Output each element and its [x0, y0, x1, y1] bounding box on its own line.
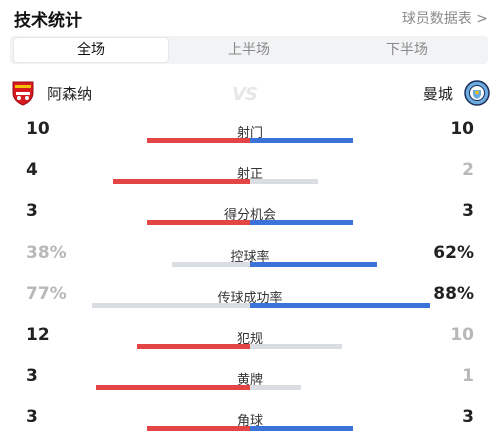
away-team-name: 曼城 [422, 85, 453, 103]
stats-header: 技术统计 球员数据表 > [0, 0, 500, 32]
stat-label: 射正 [236, 167, 263, 183]
stat-label: 传球成功率 [217, 290, 283, 306]
home-stat-bar [147, 220, 250, 226]
arsenal-badge-icon [10, 80, 36, 106]
teams-row: 阿森纳 VS 曼城 [0, 76, 500, 112]
stat-label: 射门 [236, 126, 263, 141]
home-stat-value: 3 [26, 201, 38, 222]
home-stat-value: 4 [26, 160, 38, 181]
stat-label: 犯规 [236, 332, 263, 347]
away-stat-bar [250, 261, 377, 267]
home-team[interactable]: 阿森纳 [10, 80, 92, 108]
away-stat-value: 2 [462, 160, 474, 181]
away-team[interactable]: 曼城 [423, 80, 490, 108]
home-stat-bar [172, 261, 250, 267]
home-stat-value: 38% [26, 242, 67, 263]
stat-row: 77% 传球成功率 88% [0, 283, 500, 323]
player-stats-link[interactable]: 球员数据表 > [401, 11, 488, 27]
home-stat-value: 3 [26, 366, 38, 387]
stat-row: 3 得分机会 3 [0, 200, 500, 240]
stat-label: 控球率 [230, 249, 270, 265]
stat-label: 得分机会 [223, 208, 276, 224]
stat-label: 角球 [236, 414, 263, 430]
home-stat-value: 77% [26, 283, 67, 304]
tab-full-match[interactable]: 全场 [14, 38, 168, 62]
home-stat-bar [147, 426, 250, 432]
away-stat-value: 62% [433, 242, 474, 263]
away-stat-value: 10 [450, 119, 474, 139]
home-team-name: 阿森纳 [47, 85, 93, 103]
page-title: 技术统计 [14, 11, 82, 31]
home-stat-bar [147, 138, 250, 143]
stat-row: 38% 控球率 62% [0, 242, 500, 282]
vs-mark: VS [232, 84, 258, 105]
away-stat-bar [250, 138, 353, 143]
stat-row: 3 黄牌 1 [0, 365, 500, 405]
period-tabs: 全场 上半场 下半场 [10, 36, 488, 64]
home-stat-bar [96, 385, 250, 391]
stat-row: 10 射门 10 [0, 118, 500, 158]
away-stat-value: 10 [450, 325, 474, 345]
home-stat-bar [137, 344, 250, 349]
tab-first-half[interactable]: 上半场 [228, 42, 270, 58]
home-stat-value: 3 [26, 407, 38, 428]
away-stat-value: 3 [462, 201, 474, 222]
tab-second-half[interactable]: 下半场 [386, 42, 428, 58]
away-stat-bar [250, 385, 301, 391]
away-stat-value: 3 [462, 407, 474, 428]
man-city-badge-icon [464, 80, 490, 106]
away-stat-bar [250, 344, 342, 349]
away-stat-bar [250, 426, 353, 432]
away-stat-bar [250, 220, 353, 226]
away-stat-value: 1 [462, 366, 474, 387]
home-stat-bar [92, 302, 250, 308]
stat-row: 4 射正 2 [0, 159, 500, 199]
away-stat-bar [250, 302, 430, 308]
stat-row: 12 犯规 10 [0, 324, 500, 364]
stat-row: 3 角球 3 [0, 406, 500, 446]
away-stat-value: 88% [433, 283, 474, 304]
stat-label: 黄牌 [236, 373, 263, 389]
home-stat-value: 12 [26, 325, 50, 345]
home-stat-value: 10 [26, 119, 50, 139]
home-stat-bar [113, 179, 250, 185]
away-stat-bar [250, 179, 318, 185]
